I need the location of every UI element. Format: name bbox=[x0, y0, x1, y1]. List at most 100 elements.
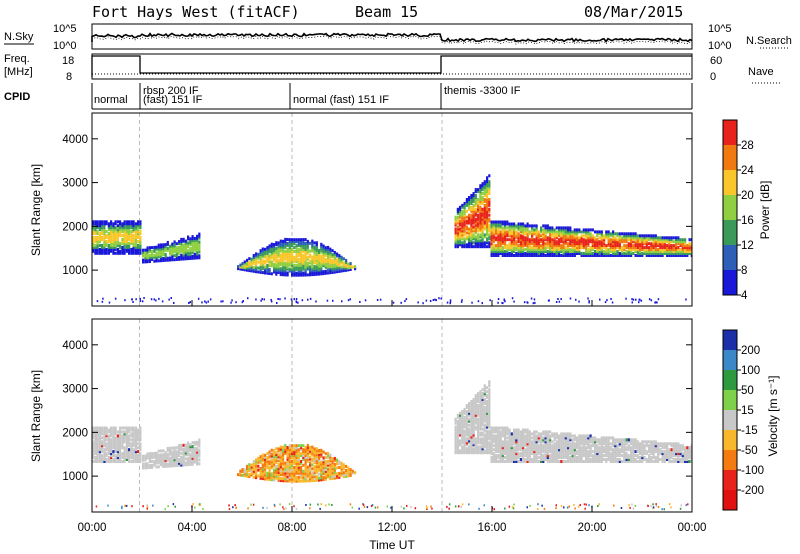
heatmap-cell bbox=[483, 443, 486, 447]
heatmap-cell bbox=[121, 249, 124, 253]
heatmap-cell bbox=[322, 470, 325, 474]
heatmap-cell bbox=[675, 246, 678, 250]
heatmap-cell bbox=[477, 190, 480, 194]
heatmap-cell bbox=[288, 238, 291, 242]
heatmap-cell bbox=[306, 449, 309, 453]
heatmap-cell bbox=[519, 224, 522, 228]
heatmap-cell bbox=[614, 248, 617, 252]
heatmap-cell bbox=[130, 226, 133, 230]
heatmap-cell bbox=[463, 443, 466, 447]
heatmap-cell bbox=[92, 224, 95, 228]
heatmap-cell bbox=[582, 228, 585, 232]
heatmap-cell bbox=[657, 252, 660, 255]
heatmap-cell bbox=[196, 452, 199, 456]
heatmap-cell bbox=[477, 449, 480, 453]
heatmap-cell bbox=[139, 452, 142, 456]
heatmap-cell bbox=[528, 238, 531, 242]
heatmap-cell bbox=[594, 236, 597, 240]
heatmap-cell bbox=[266, 246, 269, 250]
heatmap-cell bbox=[483, 211, 486, 215]
heatmap-cell bbox=[506, 444, 509, 448]
heatmap-cell bbox=[596, 254, 599, 257]
heatmap-cell bbox=[544, 224, 547, 228]
heatmap-cell bbox=[526, 230, 529, 234]
heatmap-cell bbox=[295, 477, 298, 481]
heatmap-cell bbox=[112, 234, 115, 238]
heatmap-cell bbox=[315, 260, 318, 264]
heatmap-cell bbox=[474, 400, 477, 403]
heatmap-cell bbox=[468, 441, 471, 445]
heatmap-cell bbox=[684, 242, 687, 246]
heatmap-cell bbox=[259, 263, 262, 266]
heatmap-cell bbox=[318, 252, 321, 256]
heatmap-cell bbox=[461, 439, 464, 443]
heatmap-cell bbox=[513, 454, 516, 458]
heatmap-cell bbox=[110, 236, 113, 239]
heatmap-cell bbox=[246, 470, 249, 474]
heatmap-cell bbox=[342, 267, 345, 271]
heatmap-cell bbox=[598, 242, 601, 246]
nsky-left-tick-low: 10^0 bbox=[53, 40, 77, 52]
heatmap-cell bbox=[189, 239, 192, 243]
heatmap-cell bbox=[320, 454, 323, 458]
heatmap-cell bbox=[576, 460, 579, 463]
heatmap-cell bbox=[252, 258, 255, 261]
heatmap-cell bbox=[513, 240, 516, 244]
heatmap-cell bbox=[630, 242, 633, 246]
heatmap-cell bbox=[499, 444, 502, 448]
heatmap-cell bbox=[123, 247, 126, 251]
heatmap-cell bbox=[297, 261, 300, 265]
heatmap-cell bbox=[562, 226, 565, 230]
heatmap-cell bbox=[564, 232, 567, 236]
heatmap-cell bbox=[589, 236, 592, 240]
heatmap-cell bbox=[479, 213, 482, 217]
heatmap-cell bbox=[459, 439, 462, 443]
heatmap-cell bbox=[555, 242, 558, 246]
heatmap-cell bbox=[155, 247, 158, 251]
heatmap-cell bbox=[282, 447, 285, 451]
heatmap-cell bbox=[304, 448, 307, 451]
heatmap-cell bbox=[668, 240, 671, 244]
heatmap-cell bbox=[481, 217, 484, 221]
heatmap-cell bbox=[327, 261, 330, 265]
heatmap-cell bbox=[295, 458, 298, 461]
heatmap-cell bbox=[160, 455, 163, 459]
heatmap-cell bbox=[474, 237, 477, 241]
heatmap-cell bbox=[684, 248, 687, 252]
heatmap-cell bbox=[510, 246, 513, 250]
heatmap-cell bbox=[472, 419, 475, 423]
heatmap-cell bbox=[522, 230, 525, 234]
heatmap-cell bbox=[119, 241, 122, 245]
heatmap-cell bbox=[454, 425, 457, 429]
heatmap-cell bbox=[522, 458, 525, 461]
heatmap-cell bbox=[134, 222, 137, 226]
heatmap-cell bbox=[338, 256, 341, 260]
heatmap-cell bbox=[148, 248, 151, 252]
heatmap-cell bbox=[614, 232, 617, 236]
heatmap-cell bbox=[324, 248, 327, 252]
heatmap-cell bbox=[160, 255, 163, 259]
heatmap-cell bbox=[134, 232, 137, 236]
heatmap-cell bbox=[542, 248, 545, 252]
heatmap-cell bbox=[524, 436, 527, 440]
heatmap-cell bbox=[531, 248, 534, 252]
heatmap-cell bbox=[672, 240, 675, 244]
heatmap-cell bbox=[259, 472, 262, 476]
heatmap-cell bbox=[297, 271, 300, 275]
heatmap-cell bbox=[189, 253, 192, 256]
heatmap-cell bbox=[479, 184, 482, 188]
heatmap-cell bbox=[465, 209, 468, 213]
heatmap-cell bbox=[488, 201, 491, 205]
heatmap-cell bbox=[345, 262, 348, 266]
heatmap-cell bbox=[110, 452, 113, 456]
heatmap-cell bbox=[558, 234, 561, 238]
heatmap-cell bbox=[306, 451, 309, 455]
heatmap-cell bbox=[600, 246, 603, 250]
heatmap-cell bbox=[504, 450, 507, 454]
heatmap-cell bbox=[110, 460, 113, 463]
heatmap-cell bbox=[166, 242, 169, 246]
heatmap-cell bbox=[320, 460, 323, 464]
heatmap-cell bbox=[567, 234, 570, 238]
heatmap-cell bbox=[295, 250, 298, 253]
heatmap-cell bbox=[465, 449, 468, 453]
